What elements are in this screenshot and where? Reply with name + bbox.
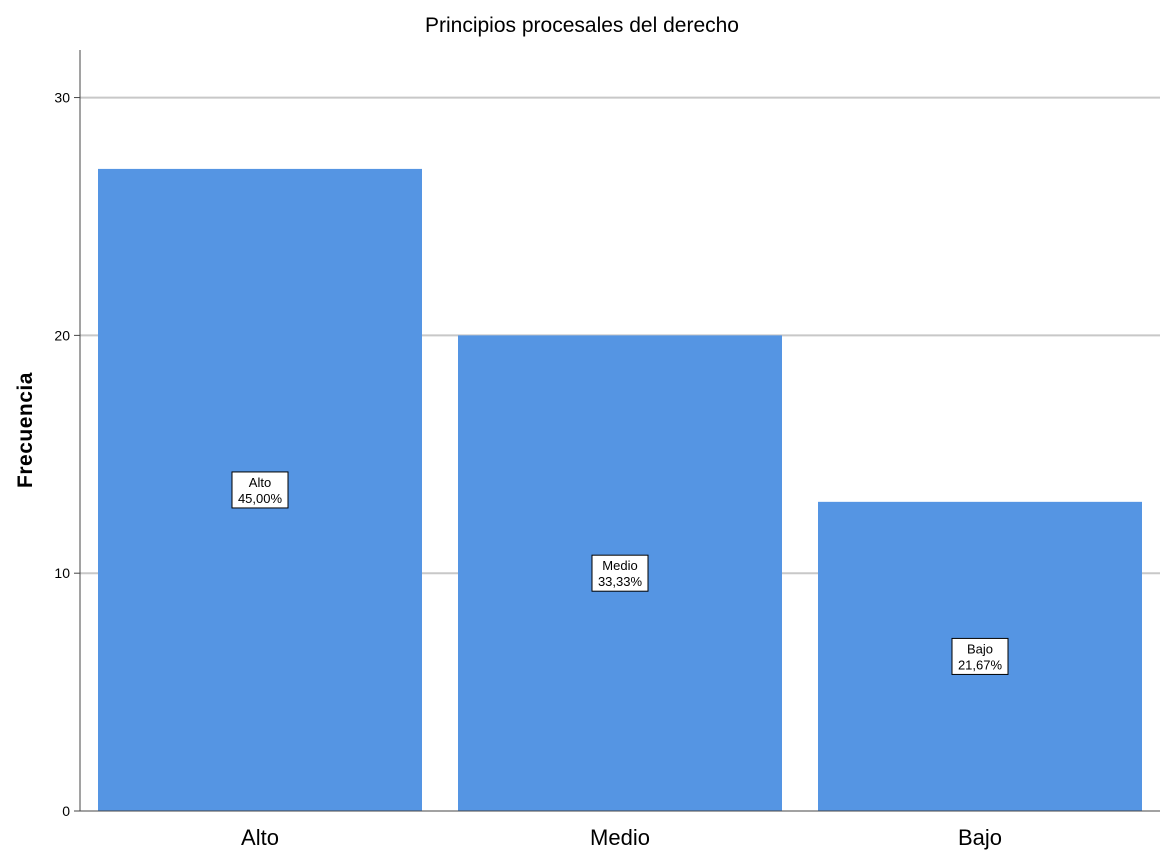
data-label-box <box>231 471 289 509</box>
data-label-percent: 21,67% <box>958 657 1003 672</box>
data-label-box <box>591 554 649 592</box>
data-label-percent: 45,00% <box>238 491 283 506</box>
data-label-box <box>951 637 1009 675</box>
data-label-category: Alto <box>249 475 271 490</box>
x-tick-label: Bajo <box>958 825 1002 850</box>
y-tick-label: 10 <box>54 565 70 581</box>
data-label-category: Bajo <box>967 641 993 656</box>
chart-title: Principios procesales del derecho <box>424 14 739 37</box>
y-tick-label: 20 <box>54 327 70 343</box>
data-label-category: Medio <box>602 558 637 573</box>
y-tick-label: 30 <box>54 90 70 106</box>
x-tick-label: Medio <box>590 825 650 850</box>
x-tick-label: Alto <box>241 825 279 850</box>
data-label-percent: 33,33% <box>598 574 643 589</box>
y-tick-label: 0 <box>62 803 70 819</box>
